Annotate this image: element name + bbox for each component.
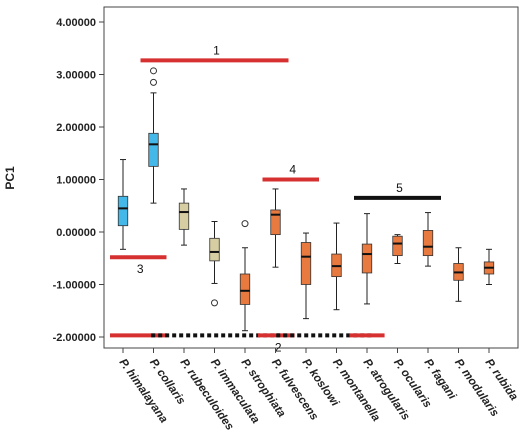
box-9 bbox=[361, 213, 373, 305]
outlier-point bbox=[150, 78, 157, 86]
box-11 bbox=[422, 212, 434, 267]
box-7 bbox=[300, 232, 312, 320]
significance-label-5: 5 bbox=[396, 181, 403, 195]
y-tick-label: -1.00000 bbox=[53, 280, 96, 292]
box-iqr bbox=[148, 132, 159, 167]
y-tick-label: -2.00000 bbox=[53, 332, 96, 344]
y-tick-label: 0.00000 bbox=[56, 227, 96, 239]
box-iqr bbox=[392, 235, 403, 257]
box-3 bbox=[178, 188, 190, 246]
box-8 bbox=[331, 222, 342, 311]
box-4 bbox=[209, 221, 220, 307]
box-1 bbox=[117, 159, 129, 250]
box-2 bbox=[148, 67, 159, 204]
box-iqr bbox=[209, 237, 220, 262]
outlier-point bbox=[241, 220, 249, 228]
box-iqr bbox=[300, 242, 312, 285]
significance-bars: 1 4 5 3 2 bbox=[110, 43, 441, 354]
y-tick-label: 3.00000 bbox=[56, 70, 96, 82]
y-tick-label: 1.00000 bbox=[56, 175, 96, 187]
box-iqr bbox=[117, 195, 129, 227]
box-iqr bbox=[270, 209, 281, 236]
y-axis-label: PC1 bbox=[3, 166, 17, 190]
plot-frame bbox=[103, 6, 519, 349]
significance-label-2: 2 bbox=[275, 340, 282, 354]
significance-label-3: 3 bbox=[137, 262, 144, 276]
y-tick-label: 2.00000 bbox=[56, 122, 96, 134]
box-iqr bbox=[361, 243, 373, 274]
significance-label-4: 4 bbox=[289, 163, 296, 177]
outlier-point bbox=[150, 67, 157, 75]
outlier-point bbox=[211, 299, 218, 307]
boxes bbox=[117, 67, 495, 332]
box-iqr bbox=[422, 230, 434, 257]
axes bbox=[103, 6, 519, 349]
box-iqr bbox=[178, 202, 190, 230]
box-10 bbox=[392, 234, 403, 264]
significance-label-1: 1 bbox=[213, 43, 220, 57]
box-6 bbox=[270, 188, 281, 268]
y-tick-label: 4.00000 bbox=[56, 17, 96, 29]
box-13 bbox=[483, 248, 495, 285]
y-axis-ticks: 4.00000 3.00000 2.00000 1.00000 0.00000 -1.00… bbox=[53, 17, 104, 344]
box-12 bbox=[453, 247, 464, 302]
box-5 bbox=[239, 220, 251, 332]
box-iqr bbox=[239, 273, 251, 305]
